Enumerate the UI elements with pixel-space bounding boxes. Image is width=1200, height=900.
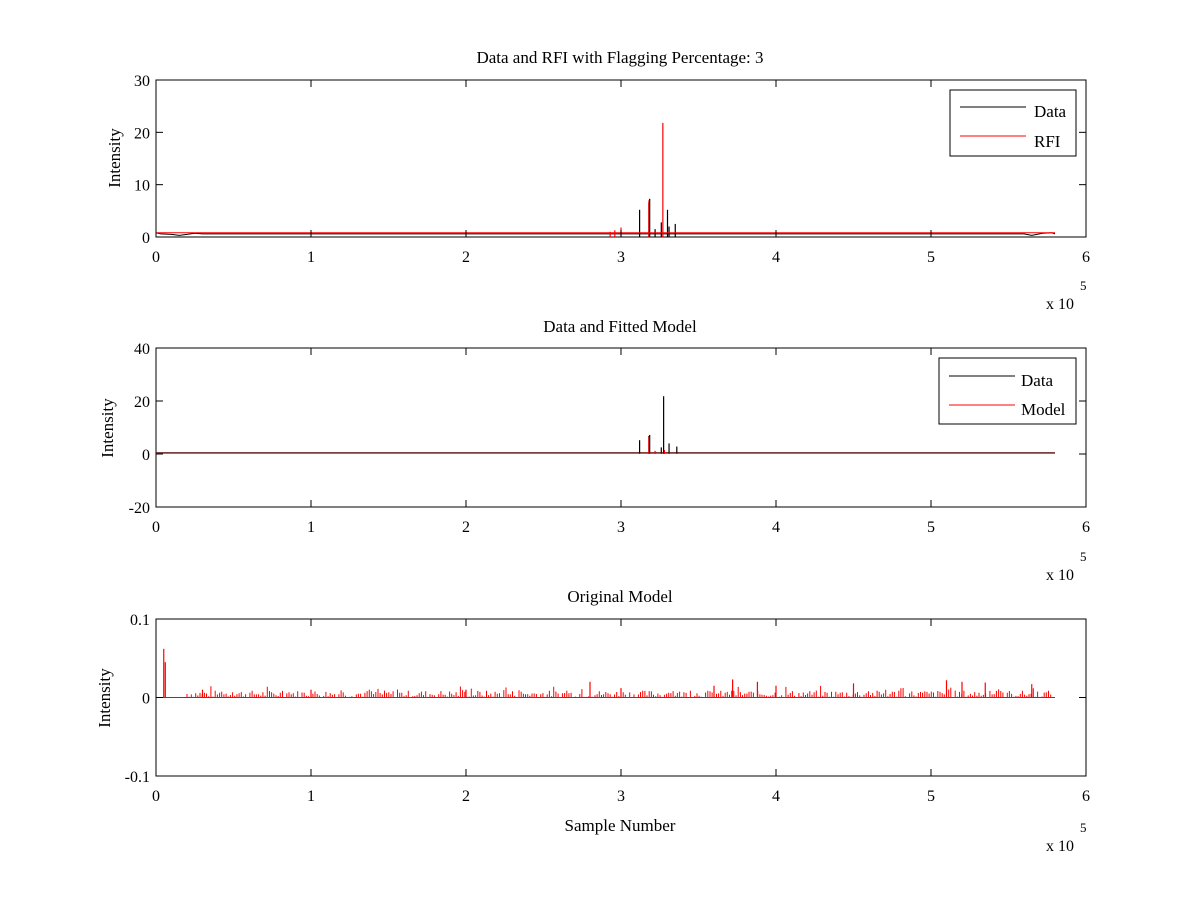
x-tick-label: 6 (1082, 249, 1090, 266)
x-tick-label: 3 (617, 249, 625, 266)
panel-rfi-title: Data and RFI with Flagging Percentage: 3 (476, 48, 763, 67)
panel-model-axes (155, 347, 1087, 508)
y-tick-label: 10 (134, 178, 150, 195)
x-tick-label: 3 (617, 788, 625, 805)
panel-original-x-exponent-base: x 10 (1046, 838, 1074, 855)
x-tick-label: 4 (772, 519, 780, 536)
x-tick-label: 3 (617, 519, 625, 536)
legend-label-data-2: Data (1021, 371, 1054, 390)
x-tick-label: 0 (152, 519, 160, 536)
panel-rfi-ylabel: Intensity (105, 128, 124, 188)
series-noise (186, 685, 1052, 698)
x-tick-label: 5 (927, 519, 935, 536)
panel-original-xlabel: Sample Number (565, 816, 676, 835)
panel-rfi-x-exponent-base: x 10 (1046, 296, 1074, 313)
x-tick-label: 6 (1082, 519, 1090, 536)
panel-model-legend-box (938, 357, 1077, 425)
panel-original-x-exponent-power: 5 (1080, 820, 1087, 835)
panel-rfi-axes (155, 79, 1087, 238)
x-tick-label: 2 (462, 788, 470, 805)
panel-model-x-exponent-power: 5 (1080, 549, 1087, 564)
legend-label-data: Data (1034, 102, 1067, 121)
panel-model-title: Data and Fitted Model (543, 317, 697, 336)
panel-rfi-legend: Data RFI (949, 89, 1077, 157)
panel-model-ylabel: Intensity (98, 398, 117, 458)
y-tick-label: 20 (134, 394, 150, 411)
panel-model-x-exponent-base: x 10 (1046, 567, 1074, 584)
panel-original-ticks: 0 1 2 3 4 5 6-0.100.1 (125, 612, 1090, 805)
panel-model-legend: Data Model (938, 357, 1077, 425)
panel-original-plot (156, 648, 1055, 698)
y-tick-label: 0 (142, 691, 150, 708)
panel-original-ylabel: Intensity (95, 668, 114, 728)
y-tick-label: 0 (142, 447, 150, 464)
y-tick-label: 40 (134, 341, 150, 358)
x-tick-label: 1 (307, 249, 315, 266)
x-tick-label: 0 (152, 788, 160, 805)
panel-rfi-x-exponent-power: 5 (1080, 278, 1087, 293)
x-tick-label: 1 (307, 519, 315, 536)
x-tick-label: 2 (462, 519, 470, 536)
y-tick-label: -0.1 (125, 769, 150, 786)
x-tick-label: 2 (462, 249, 470, 266)
x-tick-label: 1 (307, 788, 315, 805)
y-tick-label: 20 (134, 125, 150, 142)
panel-original-title: Original Model (567, 587, 673, 606)
y-tick-label: 30 (134, 73, 150, 90)
panel-model-plot (156, 396, 1055, 454)
x-tick-label: 5 (927, 249, 935, 266)
x-tick-label: 0 (152, 249, 160, 266)
panel-model: Data and Fitted Model Intensity 0 1 2 3 4 5 6 -… (98, 317, 1090, 584)
panel-original: Original Model Intensity 0 1 2 3 4 5 6-0.100.1… (95, 587, 1090, 855)
x-tick-label: 5 (927, 788, 935, 805)
x-tick-label: 4 (772, 249, 780, 266)
y-tick-label: 0.1 (130, 612, 150, 629)
y-tick-label: 0 (142, 230, 150, 247)
legend-label-rfi: RFI (1034, 132, 1061, 151)
y-tick-label: -20 (129, 500, 150, 517)
panel-rfi-ticks: 0 1 2 3 4 5 6 0 10 20 30 (134, 73, 1090, 266)
x-tick-label: 6 (1082, 788, 1090, 805)
legend-label-model: Model (1021, 400, 1066, 419)
panel-rfi-legend-box (949, 89, 1077, 157)
x-tick-label: 4 (772, 788, 780, 805)
panel-rfi: Data and RFI with Flagging Percentage: 3… (105, 48, 1090, 313)
